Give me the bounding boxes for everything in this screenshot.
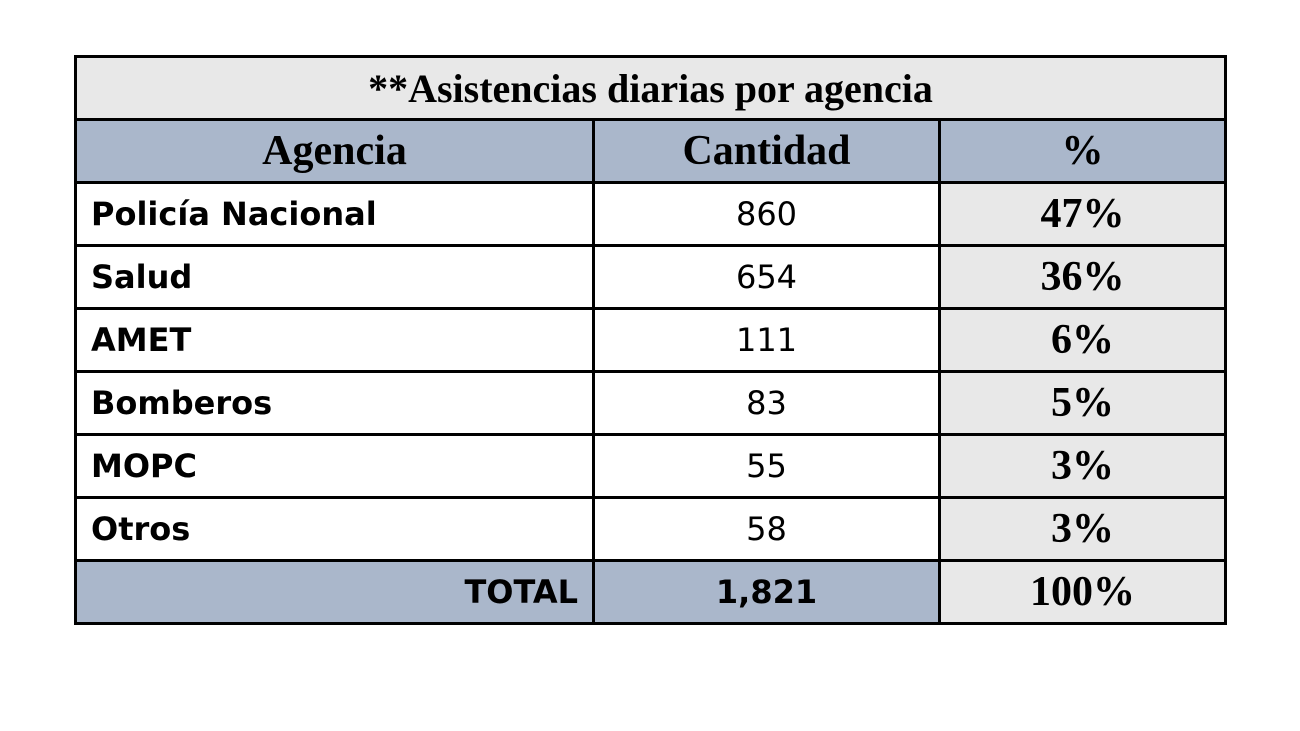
table-title: **Asistencias diarias por agencia <box>73 55 1228 121</box>
agency-quantity: 58 <box>592 496 941 562</box>
agency-quantity: 83 <box>592 370 941 436</box>
agency-name: Salud <box>74 244 595 310</box>
header-row: Agencia Cantidad % <box>74 118 1228 184</box>
agency-percent: 3% <box>937 496 1228 562</box>
table-row: Policía Nacional 860 47% <box>74 181 1228 247</box>
table-row: Bomberos 83 5% <box>74 370 1228 436</box>
table-row: AMET 111 6% <box>74 307 1228 373</box>
agency-percent: 5% <box>937 370 1228 436</box>
column-header-percent: % <box>937 118 1228 184</box>
table-row: Otros 58 3% <box>74 496 1228 562</box>
agency-percent: 6% <box>937 307 1228 373</box>
total-quantity: 1,821 <box>592 559 941 625</box>
total-row: TOTAL 1,821 100% <box>74 559 1228 625</box>
column-header-agency: Agencia <box>74 118 595 184</box>
agency-quantity: 860 <box>592 181 941 247</box>
agency-name: AMET <box>74 307 595 373</box>
title-row: **Asistencias diarias por agencia <box>73 55 1228 121</box>
table-row: Salud 654 36% <box>74 244 1228 310</box>
agency-percent: 3% <box>937 433 1228 499</box>
agency-name: Policía Nacional <box>74 181 595 247</box>
agency-name: Otros <box>74 496 595 562</box>
agency-percent: 36% <box>937 244 1228 310</box>
agency-name: Bomberos <box>74 370 595 436</box>
agency-quantity: 111 <box>592 307 941 373</box>
total-label: TOTAL <box>74 559 595 625</box>
agency-quantity: 654 <box>592 244 941 310</box>
column-header-quantity: Cantidad <box>592 118 941 184</box>
total-percent: 100% <box>937 559 1228 625</box>
table-row: MOPC 55 3% <box>74 433 1228 499</box>
agency-assistance-table: **Asistencias diarias por agencia Agenci… <box>73 55 1228 625</box>
agency-name: MOPC <box>74 433 595 499</box>
agency-quantity: 55 <box>592 433 941 499</box>
agency-percent: 47% <box>937 181 1228 247</box>
